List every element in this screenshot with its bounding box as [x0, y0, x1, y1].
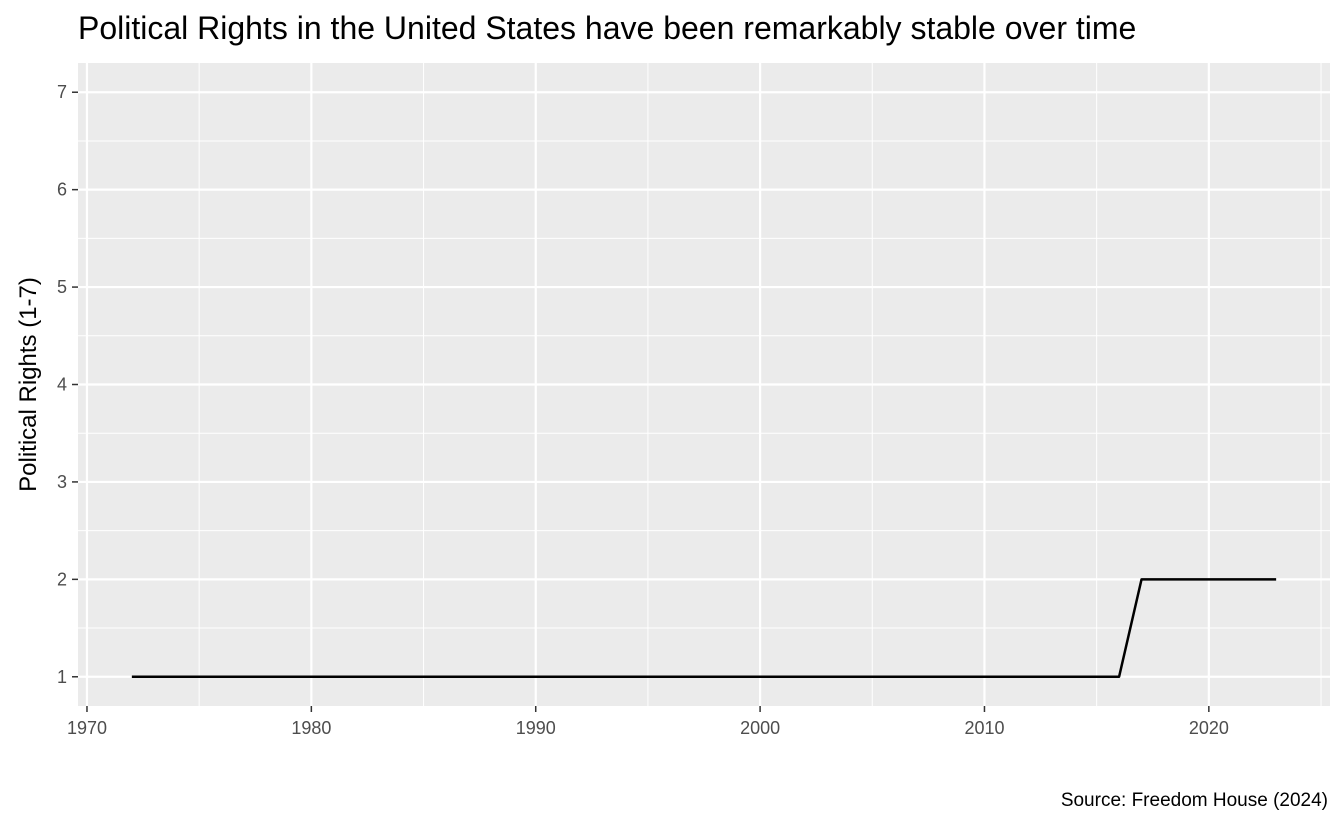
y-tick-label: 2	[57, 569, 67, 589]
x-tick-label: 2020	[1189, 718, 1229, 738]
y-tick-label: 3	[57, 472, 67, 492]
series-line	[131, 578, 1277, 679]
x-tick-label: 1990	[516, 718, 556, 738]
y-tick-label: 1	[57, 667, 67, 687]
x-tick-label: 2010	[964, 718, 1004, 738]
y-tick-label: 7	[57, 82, 67, 102]
x-tick-label: 2000	[740, 718, 780, 738]
y-tick-label: 4	[57, 375, 67, 395]
series-layer	[131, 578, 1277, 679]
x-tick-label: 1980	[291, 718, 331, 738]
y-tick-label: 6	[57, 180, 67, 200]
x-tick-label: 1970	[67, 718, 107, 738]
chart-caption: Source: Freedom House (2024)	[1060, 790, 1328, 811]
minor-gridlines	[78, 63, 1330, 706]
x-axis: 1970 1980 1990 2000 2010 2020	[67, 706, 1229, 738]
y-axis: 1 2 3 4 5 6 7	[57, 82, 78, 687]
chart-title: Political Rights in the United States ha…	[78, 10, 1137, 46]
y-axis-title: Political Rights (1-7)	[15, 277, 42, 492]
y-tick-label: 5	[57, 277, 67, 297]
